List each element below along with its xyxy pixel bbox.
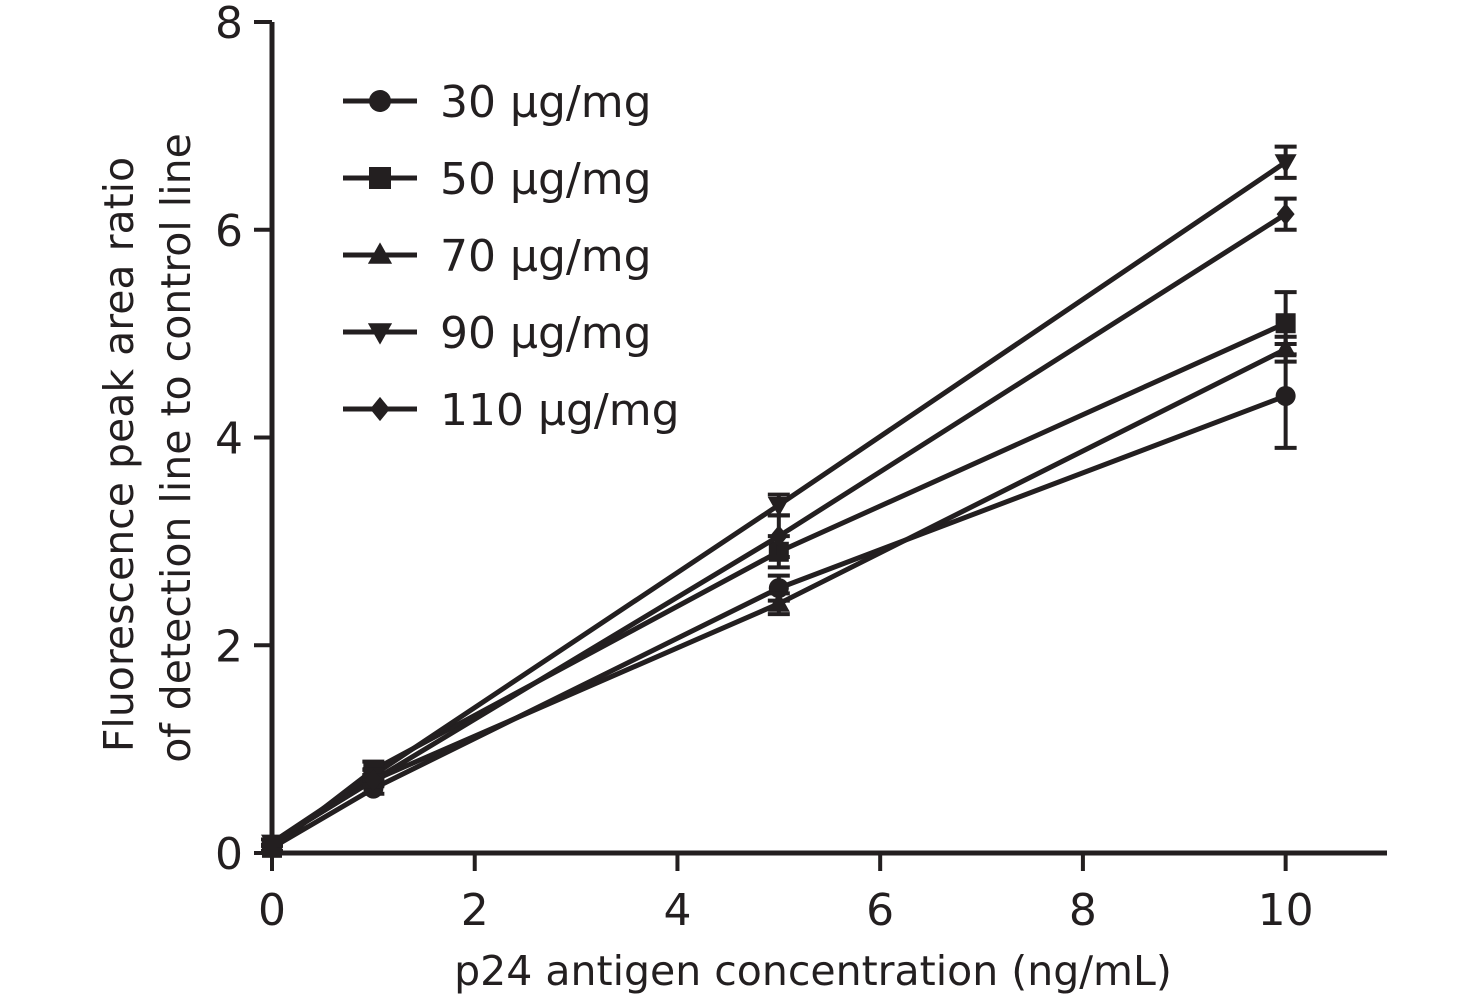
y-axis-title-line-2: of detection line to control line — [152, 133, 200, 763]
series-layer — [261, 144, 1297, 858]
x-tick-label-10: 10 — [1258, 885, 1314, 936]
y-axis-title-line-1: Fluorescence peak area ratio — [95, 157, 143, 752]
legend-item-1: 50 μg/mg — [343, 154, 652, 205]
legend-marker-1 — [369, 167, 391, 189]
legend-label-0: 30 μg/mg — [440, 77, 652, 128]
x-axis-title: p24 antigen concentration (ng/mL) — [454, 947, 1172, 995]
y-tick-label-2: 2 — [215, 621, 243, 672]
data-point-2-3 — [1274, 337, 1297, 358]
legend-marker-0 — [369, 90, 391, 112]
series-line-4 — [270, 212, 1287, 845]
legend-label-2: 70 μg/mg — [440, 231, 652, 282]
legend-marker-3 — [367, 323, 393, 345]
series-2 — [261, 334, 1297, 851]
y-tick-label-4: 4 — [215, 414, 243, 465]
y-axis-title: Fluorescence peak area ratio of detectio… — [95, 133, 200, 763]
x-tick-label-2: 2 — [461, 885, 489, 936]
x-tick-label-0: 0 — [258, 885, 286, 936]
series-4 — [261, 196, 1297, 854]
legend-marker-2 — [367, 242, 393, 264]
data-point-2-2 — [767, 592, 790, 612]
x-tick-label-6: 6 — [866, 885, 894, 936]
series-line-0 — [270, 393, 1287, 850]
data-point-4-3 — [1276, 203, 1295, 226]
legend-item-4: 110 μg/mg — [343, 385, 680, 436]
data-point-4-1 — [364, 769, 383, 792]
x-tick-label-8: 8 — [1069, 885, 1097, 936]
legend-label-3: 90 μg/mg — [440, 308, 652, 359]
data-point-3-2 — [767, 497, 790, 517]
legend-label-4: 110 μg/mg — [440, 385, 680, 436]
y-tick-label-6: 6 — [215, 206, 243, 257]
x-tick-label-4: 4 — [663, 885, 691, 936]
y-tick-label-0: 0 — [215, 829, 243, 880]
legend-item-0: 30 μg/mg — [343, 77, 652, 128]
legend-item-2: 70 μg/mg — [343, 231, 652, 282]
data-point-4-2 — [769, 525, 788, 548]
data-point-1-3 — [1275, 313, 1296, 334]
y-tick-label-8: 8 — [215, 0, 243, 49]
legend-label-1: 50 μg/mg — [440, 154, 652, 205]
data-point-3-3 — [1274, 154, 1297, 174]
legend: 30 μg/mg 50 μg/mg 70 μg/mg 90 μg/mg 110 μg/m… — [343, 77, 680, 436]
legend-marker-4 — [370, 396, 390, 422]
ticks: 0 2 4 6 8 10 0 2 4 6 8 — [215, 0, 1314, 936]
legend-item-3: 90 μg/mg — [343, 308, 652, 359]
data-point-0-3 — [1275, 385, 1296, 406]
